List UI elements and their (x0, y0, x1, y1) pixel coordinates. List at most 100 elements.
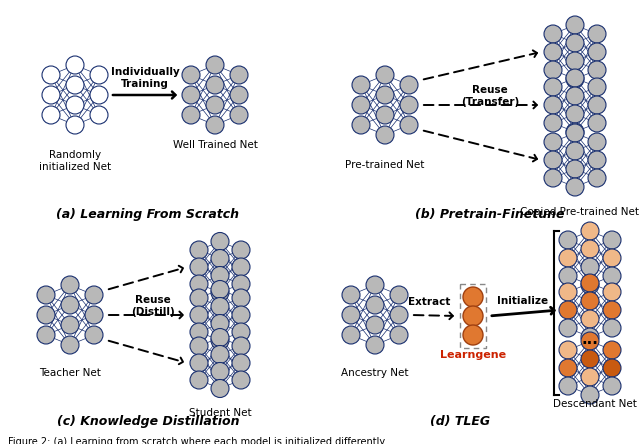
Circle shape (66, 56, 84, 74)
Circle shape (190, 275, 208, 293)
Circle shape (211, 332, 229, 349)
Circle shape (581, 350, 599, 368)
Circle shape (232, 323, 250, 341)
Circle shape (566, 70, 584, 88)
Circle shape (581, 240, 599, 258)
Circle shape (376, 126, 394, 144)
Circle shape (588, 151, 606, 169)
Circle shape (581, 274, 599, 292)
Circle shape (544, 96, 562, 114)
Circle shape (603, 377, 621, 395)
Circle shape (463, 325, 483, 345)
Circle shape (390, 326, 408, 344)
Text: ...: ... (582, 332, 598, 346)
Circle shape (61, 296, 79, 314)
Circle shape (66, 76, 84, 94)
Text: Initialize: Initialize (497, 296, 548, 306)
Circle shape (544, 25, 562, 43)
Circle shape (42, 86, 60, 104)
Circle shape (366, 276, 384, 294)
Circle shape (352, 116, 370, 134)
Circle shape (603, 341, 621, 359)
Circle shape (559, 231, 577, 249)
Circle shape (366, 316, 384, 334)
Circle shape (566, 16, 584, 34)
Circle shape (66, 116, 84, 134)
Circle shape (190, 241, 208, 259)
Circle shape (400, 96, 418, 114)
Circle shape (581, 328, 599, 346)
Circle shape (603, 359, 621, 377)
Circle shape (206, 116, 224, 134)
Circle shape (559, 283, 577, 301)
Circle shape (566, 123, 584, 141)
Circle shape (581, 332, 599, 350)
Circle shape (581, 368, 599, 386)
Circle shape (544, 43, 562, 61)
Circle shape (230, 86, 248, 104)
Circle shape (211, 266, 229, 285)
Text: Pre-trained Net: Pre-trained Net (346, 160, 425, 170)
Circle shape (566, 34, 584, 52)
Circle shape (588, 96, 606, 114)
Circle shape (230, 106, 248, 124)
Text: Ancestry Net: Ancestry Net (341, 368, 409, 378)
Circle shape (211, 281, 229, 298)
Circle shape (588, 61, 606, 79)
Circle shape (206, 76, 224, 94)
Circle shape (376, 66, 394, 84)
Circle shape (85, 286, 103, 304)
Circle shape (211, 284, 229, 301)
Text: Training: Training (121, 79, 169, 89)
Circle shape (206, 96, 224, 114)
Circle shape (42, 66, 60, 84)
Circle shape (559, 267, 577, 285)
Circle shape (559, 319, 577, 337)
Text: Figure 2: (a) Learning from scratch where each model is initialized differently: Figure 2: (a) Learning from scratch wher… (8, 437, 385, 444)
Circle shape (37, 306, 55, 324)
Text: Teacher Net: Teacher Net (39, 368, 101, 378)
Circle shape (566, 87, 584, 105)
Circle shape (206, 56, 224, 74)
Circle shape (603, 267, 621, 285)
Circle shape (544, 133, 562, 151)
Text: Learngene: Learngene (440, 350, 506, 360)
Circle shape (390, 306, 408, 324)
Circle shape (42, 106, 60, 124)
Circle shape (581, 310, 599, 328)
Circle shape (566, 160, 584, 178)
Circle shape (566, 142, 584, 160)
Text: Well Trained Net: Well Trained Net (173, 140, 257, 150)
Circle shape (559, 301, 577, 319)
Circle shape (366, 336, 384, 354)
Text: (Distill): (Distill) (131, 307, 175, 317)
Text: Randomly
initialized Net: Randomly initialized Net (39, 150, 111, 171)
Circle shape (66, 96, 84, 114)
Circle shape (37, 326, 55, 344)
Circle shape (603, 249, 621, 267)
Text: Reuse: Reuse (135, 295, 171, 305)
Circle shape (211, 314, 229, 333)
Circle shape (90, 106, 108, 124)
Circle shape (211, 329, 229, 346)
Circle shape (376, 86, 394, 104)
Circle shape (544, 78, 562, 96)
Circle shape (182, 66, 200, 84)
Circle shape (37, 286, 55, 304)
Circle shape (61, 336, 79, 354)
Circle shape (232, 289, 250, 307)
Circle shape (61, 276, 79, 294)
Circle shape (211, 297, 229, 316)
Circle shape (366, 296, 384, 314)
Circle shape (588, 114, 606, 132)
Circle shape (211, 380, 229, 397)
Circle shape (211, 233, 229, 250)
Text: Individually: Individually (111, 67, 179, 77)
Circle shape (190, 323, 208, 341)
Circle shape (581, 292, 599, 310)
Circle shape (232, 275, 250, 293)
Circle shape (400, 76, 418, 94)
Circle shape (544, 151, 562, 169)
Circle shape (581, 276, 599, 294)
Circle shape (85, 326, 103, 344)
